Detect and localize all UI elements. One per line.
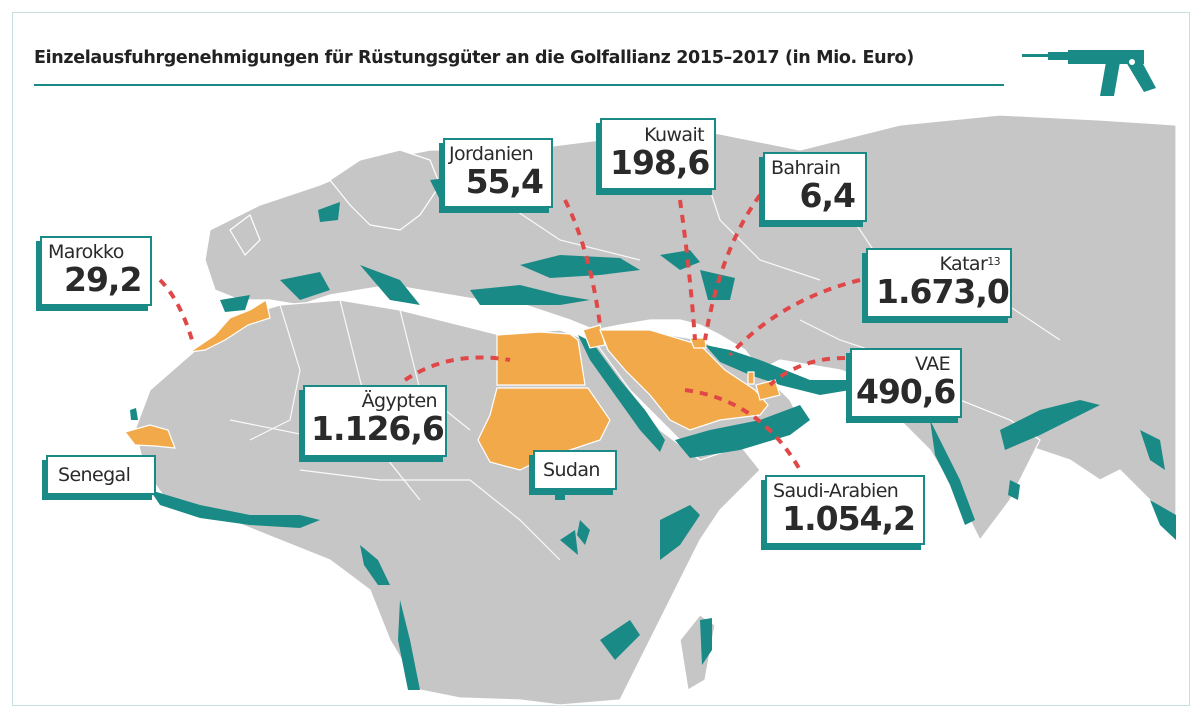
export-value: 490,6 <box>856 372 956 411</box>
connector-bahrain <box>703 193 762 341</box>
connector-kuwait <box>678 199 697 341</box>
label-vae: VAE 490,6 <box>850 348 962 418</box>
connector-saudi <box>684 388 802 471</box>
country-saudi-arabien <box>599 329 769 431</box>
country-name: Saudi-Arabien <box>773 480 899 502</box>
country-katar <box>747 371 755 385</box>
country-name: Senegal <box>58 464 131 486</box>
country-jordanien <box>582 324 606 349</box>
label-senegal: Senegal <box>46 455 156 495</box>
export-value: 1.126,6 <box>311 409 445 448</box>
export-value: 1.673,0 <box>876 272 1010 311</box>
export-value: 55,4 <box>465 162 544 201</box>
country-marokko <box>189 299 271 353</box>
label-katar: Katar13 1.673,0 <box>866 248 1012 318</box>
country-senegal <box>123 424 176 449</box>
country-name: Katar <box>939 253 988 275</box>
connector-jordanien <box>563 199 602 326</box>
label-bahrain: Bahrain 6,4 <box>763 152 867 222</box>
label-jordanien: Jordanien 55,4 <box>443 138 553 208</box>
export-value: 198,6 <box>610 143 710 182</box>
country-name: Kuwait <box>644 124 704 146</box>
country-name: Jordanien <box>449 143 534 165</box>
label-aegypten: Ägypten 1.126,6 <box>303 385 447 457</box>
footnote-marker: 13 <box>987 255 1000 268</box>
export-value: 29,2 <box>64 260 142 299</box>
country-aegypten <box>496 331 586 386</box>
land <box>134 114 1177 706</box>
connector-katar <box>728 278 861 357</box>
label-marokko: Marokko 29,2 <box>40 236 152 306</box>
country-name: Ägypten <box>361 390 438 412</box>
highlighted-countries <box>123 299 781 471</box>
country-name: VAE <box>915 353 951 375</box>
label-kuwait: Kuwait 198,6 <box>600 118 716 190</box>
connectors <box>158 193 861 471</box>
label-saudi-arabien: Saudi-Arabien 1.054,2 <box>765 475 925 545</box>
export-value: 6,4 <box>799 176 856 215</box>
export-value: 1.054,2 <box>782 499 916 538</box>
country-name: Sudan <box>543 459 600 481</box>
country-name: Bahrain <box>771 157 841 179</box>
connector-aegypten <box>403 355 511 382</box>
rifle-icon <box>1022 50 1156 96</box>
connector-marokko <box>158 278 194 341</box>
label-sudan: Sudan <box>533 450 617 490</box>
country-name: Marokko <box>48 241 124 263</box>
title-underline <box>34 84 1004 86</box>
page-title: Einzelausfuhrgenehmigungen für Rüstungsg… <box>34 48 914 68</box>
country-vae <box>755 379 781 401</box>
country-kuwait <box>689 337 707 349</box>
